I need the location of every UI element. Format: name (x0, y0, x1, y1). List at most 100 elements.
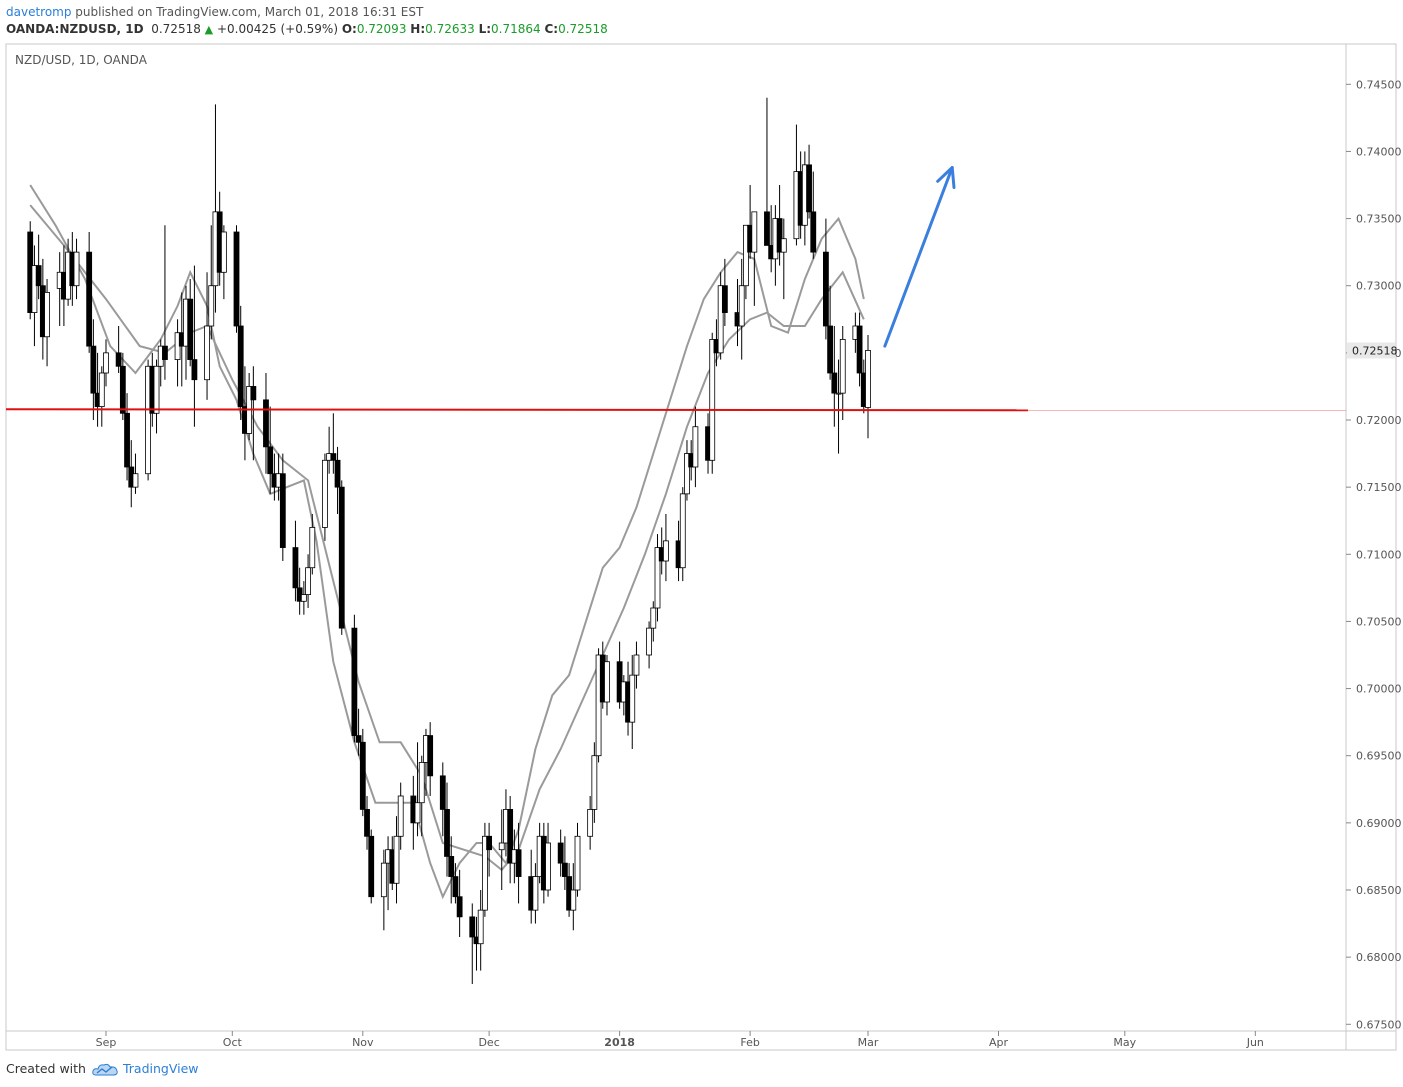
bullish-candle-body (305, 567, 311, 595)
x-tick-label: 2018 (604, 1036, 635, 1049)
candle (604, 655, 610, 716)
candle (444, 782, 450, 877)
bullish-candle-body (532, 876, 539, 911)
time-axis: Sep Oct Nov Dec 2018 Feb Mar Apr May Jun (96, 1031, 1264, 1049)
bearish-candle-body (250, 386, 257, 401)
bullish-candle-body (204, 325, 210, 381)
last-price-box (1347, 342, 1395, 359)
bearish-candle-body (351, 627, 358, 736)
bullish-candle-body (300, 594, 307, 602)
bullish-candle-body (393, 835, 400, 884)
candle (684, 440, 690, 501)
tradingview-brand: TradingView (122, 1061, 199, 1076)
bearish-candle-body (90, 345, 97, 394)
candle (427, 722, 434, 796)
candle (743, 224, 749, 300)
candle (823, 218, 829, 340)
candle (124, 393, 130, 481)
candle (591, 742, 598, 823)
chart-pane[interactable] (5, 43, 1397, 1051)
bearish-candle-body (338, 486, 345, 629)
low-label: L: (478, 22, 492, 36)
candle (498, 809, 505, 890)
bullish-candle-body (73, 251, 80, 287)
candle (237, 305, 244, 420)
candle (397, 782, 404, 850)
candle (208, 225, 215, 340)
last-price: 0.72518 (151, 22, 201, 36)
bullish-candle-body (654, 547, 661, 609)
candle (263, 373, 269, 474)
symbol-name: OANDA:NZDUSD, 1D (6, 22, 144, 36)
close-value: 0.72518 (558, 22, 608, 36)
last-price-label: 0.72518 (1347, 342, 1398, 359)
bearish-candle-body (279, 473, 286, 548)
x-tick-label: Oct (223, 1036, 243, 1049)
up-triangle-icon: ▲ (204, 23, 214, 36)
candle (330, 413, 337, 474)
tradingview-logo-link[interactable]: TradingView (92, 1061, 199, 1076)
candle (654, 534, 661, 622)
candle (31, 245, 38, 347)
candle (86, 232, 93, 353)
bullish-candle-body (545, 842, 551, 891)
y-tick-label: 0.73000 (1356, 280, 1402, 293)
bullish-candle-body (322, 459, 328, 528)
chart-title: NZD/USD, 1D, OANDA (15, 53, 148, 67)
arrow-head (936, 166, 956, 189)
candle (515, 822, 522, 904)
bullish-candle-body (738, 285, 745, 327)
candle (191, 265, 198, 427)
candle (338, 480, 345, 635)
bullish-candle-body (839, 339, 846, 394)
price-axis: 0.745000.740000.735000.730000.725000.720… (1346, 78, 1402, 1031)
bullish-candle-body (153, 365, 160, 414)
candle (650, 601, 657, 642)
candle (865, 334, 871, 439)
y-tick-label: 0.70500 (1356, 615, 1402, 628)
bearish-candle-body (191, 359, 198, 381)
candle (334, 446, 341, 514)
candle (355, 708, 362, 756)
candle (359, 728, 366, 817)
x-tick-label: Nov (352, 1036, 374, 1049)
bearish-candle-body (823, 251, 829, 327)
bearish-candle-body (187, 298, 194, 360)
bullish-candle-body (709, 339, 716, 461)
x-tick-label: Jun (1246, 1036, 1264, 1049)
candle (780, 218, 787, 300)
candle (486, 822, 493, 877)
y-tick-label: 0.68500 (1356, 884, 1402, 897)
candle (448, 836, 455, 904)
candle (380, 849, 387, 931)
bearish-candle-body (237, 325, 244, 407)
bullish-candle-body (397, 795, 404, 837)
drawings (5, 166, 1346, 412)
bearish-candle-body (364, 809, 370, 837)
candle (587, 796, 594, 850)
candle (629, 655, 636, 749)
bearish-candle-body (448, 856, 455, 877)
candle (90, 319, 97, 420)
candle (545, 822, 551, 897)
y-tick-label: 0.72000 (1356, 414, 1402, 427)
author-link[interactable]: davetromp (6, 5, 72, 19)
y-tick-label: 0.68000 (1356, 951, 1402, 964)
candle (351, 614, 358, 743)
bearish-candle-body (856, 325, 863, 374)
candle (856, 312, 863, 387)
bullish-candle-body (498, 842, 505, 851)
candle (751, 211, 758, 306)
candle (393, 816, 400, 904)
bullish-candle-body (663, 540, 669, 562)
candle (115, 326, 122, 373)
x-tick-label: Mar (858, 1036, 879, 1049)
bullish-candle-body (220, 231, 227, 273)
bullish-candle-body (743, 224, 749, 287)
bearish-candle-body (561, 862, 568, 877)
bearish-candle-body (806, 164, 812, 213)
bullish-candle-body (835, 392, 842, 395)
candle (132, 453, 139, 494)
bearish-candle-body (427, 735, 434, 777)
